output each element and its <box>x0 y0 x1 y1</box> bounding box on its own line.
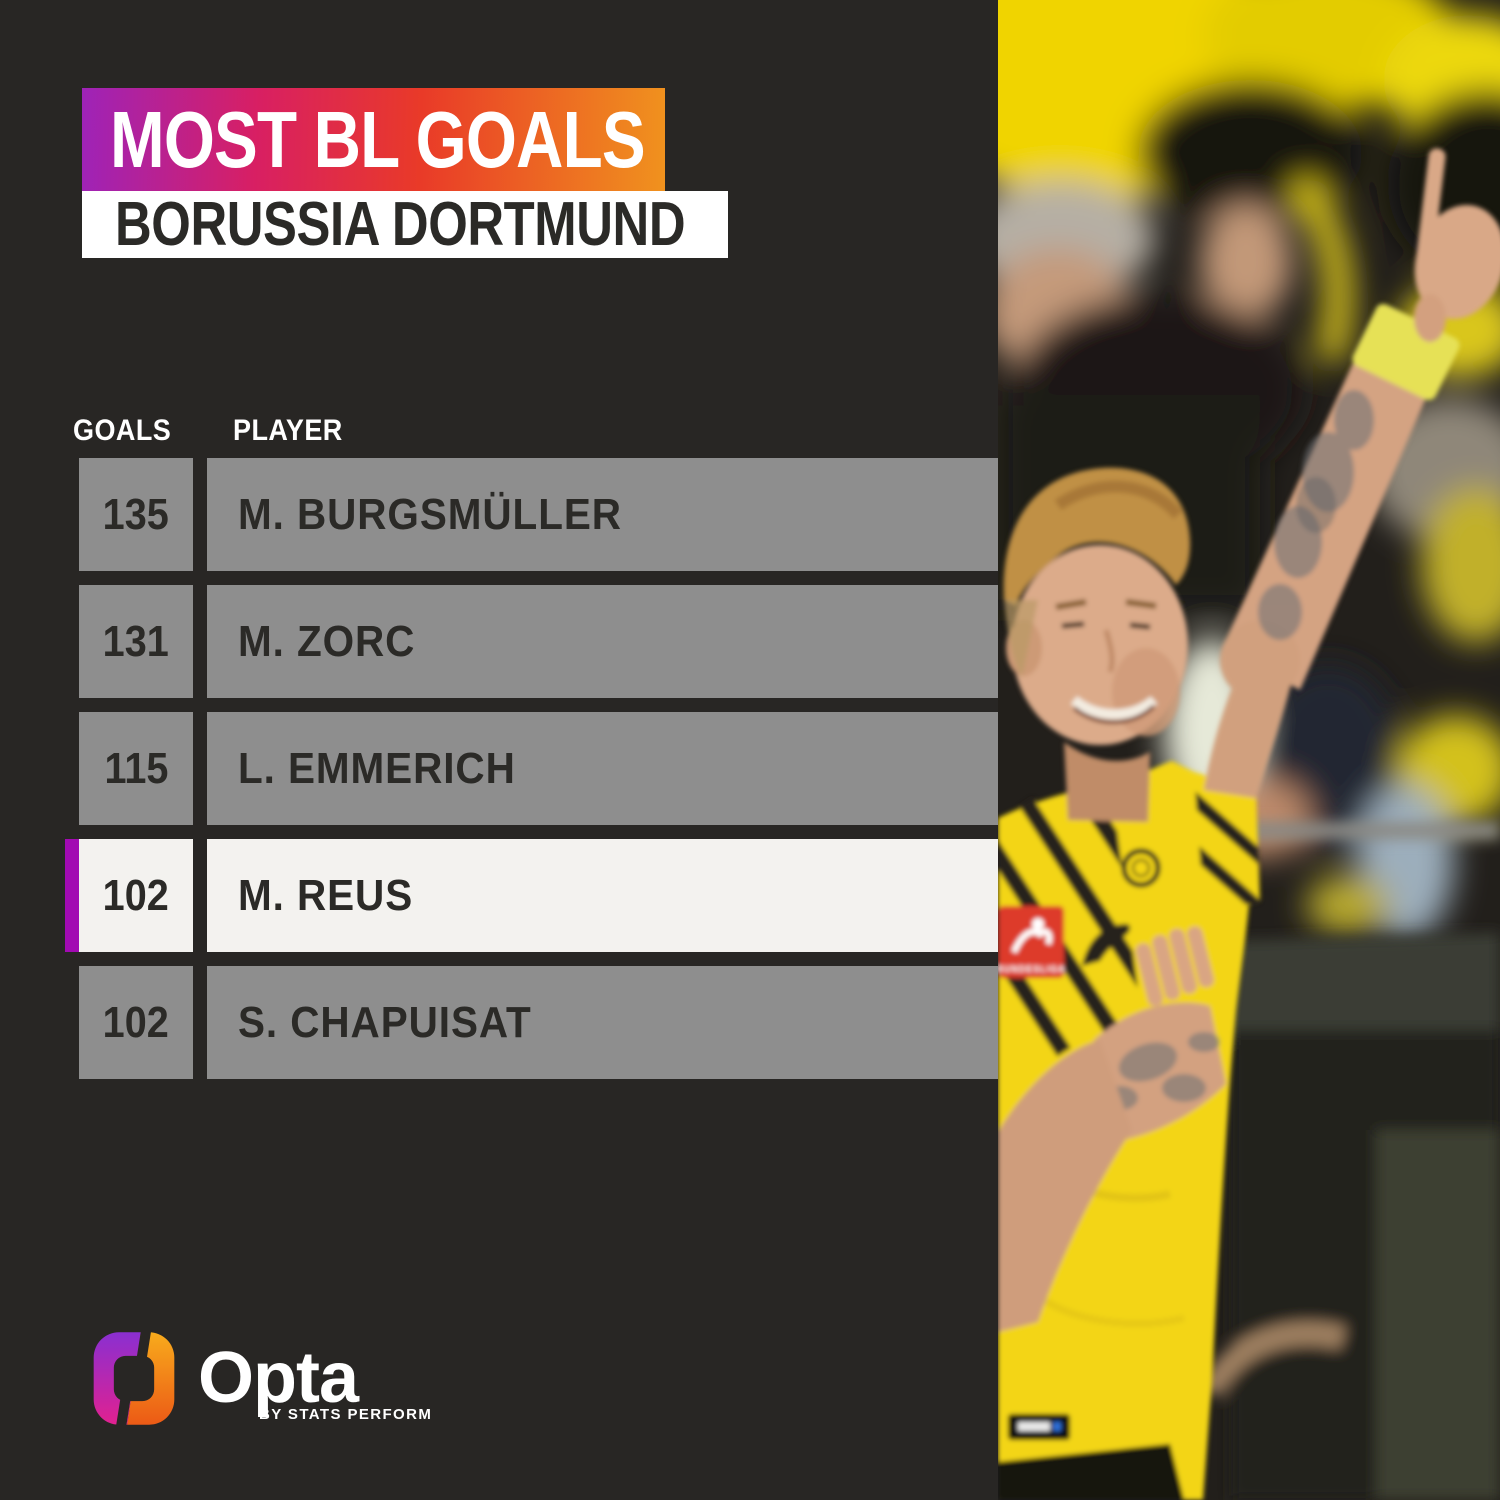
player-cell: M. ZORC <box>207 585 1000 698</box>
player-name: L. EMMERICH <box>238 743 516 793</box>
stadium-structures <box>1178 822 1500 1500</box>
player-cell: L. EMMERICH <box>207 712 1000 825</box>
goals-cell: 115 <box>79 712 193 825</box>
shorts <box>998 1444 1184 1500</box>
goals-cell: 102 <box>79 966 193 1079</box>
goals-value: 131 <box>102 616 170 666</box>
column-header-goals: GOALS <box>73 414 172 447</box>
title-banner: MOST BL GOALS <box>82 88 665 191</box>
player-name: M. BURGSMÜLLER <box>238 489 622 539</box>
page-title: MOST BL GOALS <box>110 94 646 184</box>
player-cell: S. CHAPUISAT <box>207 966 1000 1079</box>
crowd-background <box>998 0 1500 940</box>
jersey-hem-tag <box>1008 1414 1070 1440</box>
player-figure: BUNDESLIGA <box>998 148 1500 1500</box>
player-photo: BUNDESLIGA <box>998 0 1500 1500</box>
bundesliga-patch: BUNDESLIGA <box>998 906 1066 978</box>
player-cell: M. REUS <box>207 839 1000 952</box>
goals-cell: 135 <box>79 458 193 571</box>
subtitle-banner: BORUSSIA DORTMUND <box>82 190 728 259</box>
table-row: 135 M. BURGSMÜLLER <box>79 458 1000 571</box>
goals-value: 135 <box>102 489 170 539</box>
table-row: 131 M. ZORC <box>79 585 1000 698</box>
puma-logo <box>1082 924 1131 966</box>
goals-value: 102 <box>102 997 170 1047</box>
brand-name: Opta <box>198 1338 359 1418</box>
column-header-player: PLAYER <box>233 414 343 447</box>
goals-value: 102 <box>102 870 170 920</box>
arm-on-chest <box>998 926 1226 1332</box>
raised-arm <box>1204 148 1500 798</box>
table-header: GOALS PLAYER <box>0 414 1000 448</box>
goals-cell: 102 <box>79 839 193 952</box>
goals-value: 115 <box>104 743 168 793</box>
player-cell: M. BURGSMÜLLER <box>207 458 1000 571</box>
table-row: 102 S. CHAPUISAT <box>79 966 1000 1079</box>
brand-tagline: BY STATS PERFORM <box>259 1406 433 1423</box>
player-name: M. ZORC <box>238 616 416 666</box>
player-head <box>1003 467 1191 822</box>
player-name: M. REUS <box>238 870 414 920</box>
page-subtitle: BORUSSIA DORTMUND <box>115 190 686 259</box>
goals-cell: 131 <box>79 585 193 698</box>
opta-ring-logo-icon <box>93 1330 175 1427</box>
table-row: 102 M. REUS <box>65 839 1000 952</box>
svg-text:BUNDESLIGA: BUNDESLIGA <box>998 964 1066 974</box>
table-row: 115 L. EMMERICH <box>79 712 1000 825</box>
player-name: S. CHAPUISAT <box>238 997 532 1047</box>
goals-table: 135 M. BURGSMÜLLER 131 M. ZORC 115 L. EMMERIC… <box>65 458 1000 1093</box>
